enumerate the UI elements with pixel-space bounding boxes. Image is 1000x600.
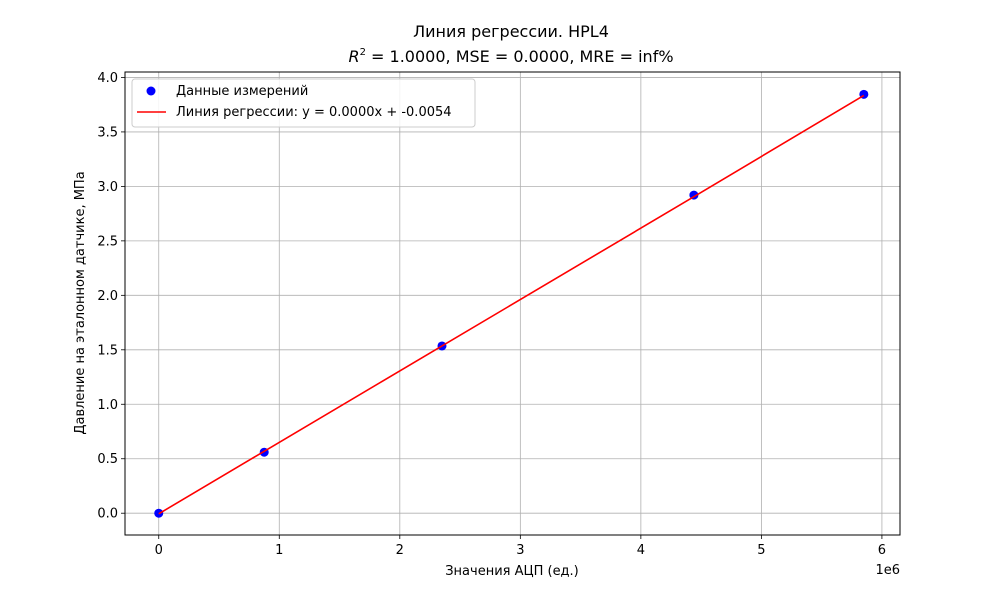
- x-axis-label: Значения АЦП (ед.): [445, 564, 579, 579]
- x-tick-label: 2: [396, 543, 404, 558]
- subtitle-sup: 2: [360, 47, 366, 58]
- x-tick-label: 6: [878, 543, 886, 558]
- regression-line: [158, 94, 865, 515]
- y-tick-label: 1.0: [97, 398, 118, 413]
- y-axis-label: Давление на эталонном датчике, МПа: [73, 171, 88, 434]
- x-tick-label: 1: [275, 543, 283, 558]
- axis-ticks: 0 1 2 3 4 5 6 0.0 0.5 1.0 1.5 2.0 2.5 3.0 3.5 4.0: [97, 71, 886, 558]
- chart-subtitle: R2 = 1.0000, MSE = 0.0000, MRE = inf%: [348, 47, 673, 66]
- chart-title: Линия регрессии. HPL4: [413, 22, 609, 41]
- legend-label-scatter: Данные измерений: [176, 84, 308, 99]
- y-tick-label: 3.0: [97, 180, 118, 195]
- y-tick-label: 3.5: [97, 125, 118, 140]
- plot-series: [154, 89, 869, 518]
- legend-marker-scatter: [146, 86, 156, 96]
- y-tick-label: 4.0: [97, 71, 118, 86]
- x-tick-label: 3: [516, 543, 524, 558]
- subtitle-r: R: [348, 47, 359, 66]
- y-tick-label: 0.5: [97, 452, 118, 467]
- plot-frame: [124, 71, 901, 536]
- x-tick-label: 4: [637, 543, 645, 558]
- x-offset-label: 1e6: [875, 563, 900, 578]
- grid: [125, 72, 900, 535]
- legend-label-line: Линия регрессии: y = 0.0000x + -0.0054: [176, 105, 452, 120]
- y-tick-label: 1.5: [97, 343, 118, 358]
- y-tick-label: 0.0: [97, 507, 118, 522]
- legend: Данные измерений Линия регрессии: y = 0.…: [131, 78, 476, 128]
- y-tick-label: 2.0: [97, 289, 118, 304]
- x-tick-label: 5: [757, 543, 765, 558]
- y-tick-label: 2.5: [97, 234, 118, 249]
- subtitle-rest: = 1.0000, MSE = 0.0000, MRE = inf%: [366, 47, 674, 66]
- x-tick-label: 0: [155, 543, 163, 558]
- legend-box: [131, 78, 476, 128]
